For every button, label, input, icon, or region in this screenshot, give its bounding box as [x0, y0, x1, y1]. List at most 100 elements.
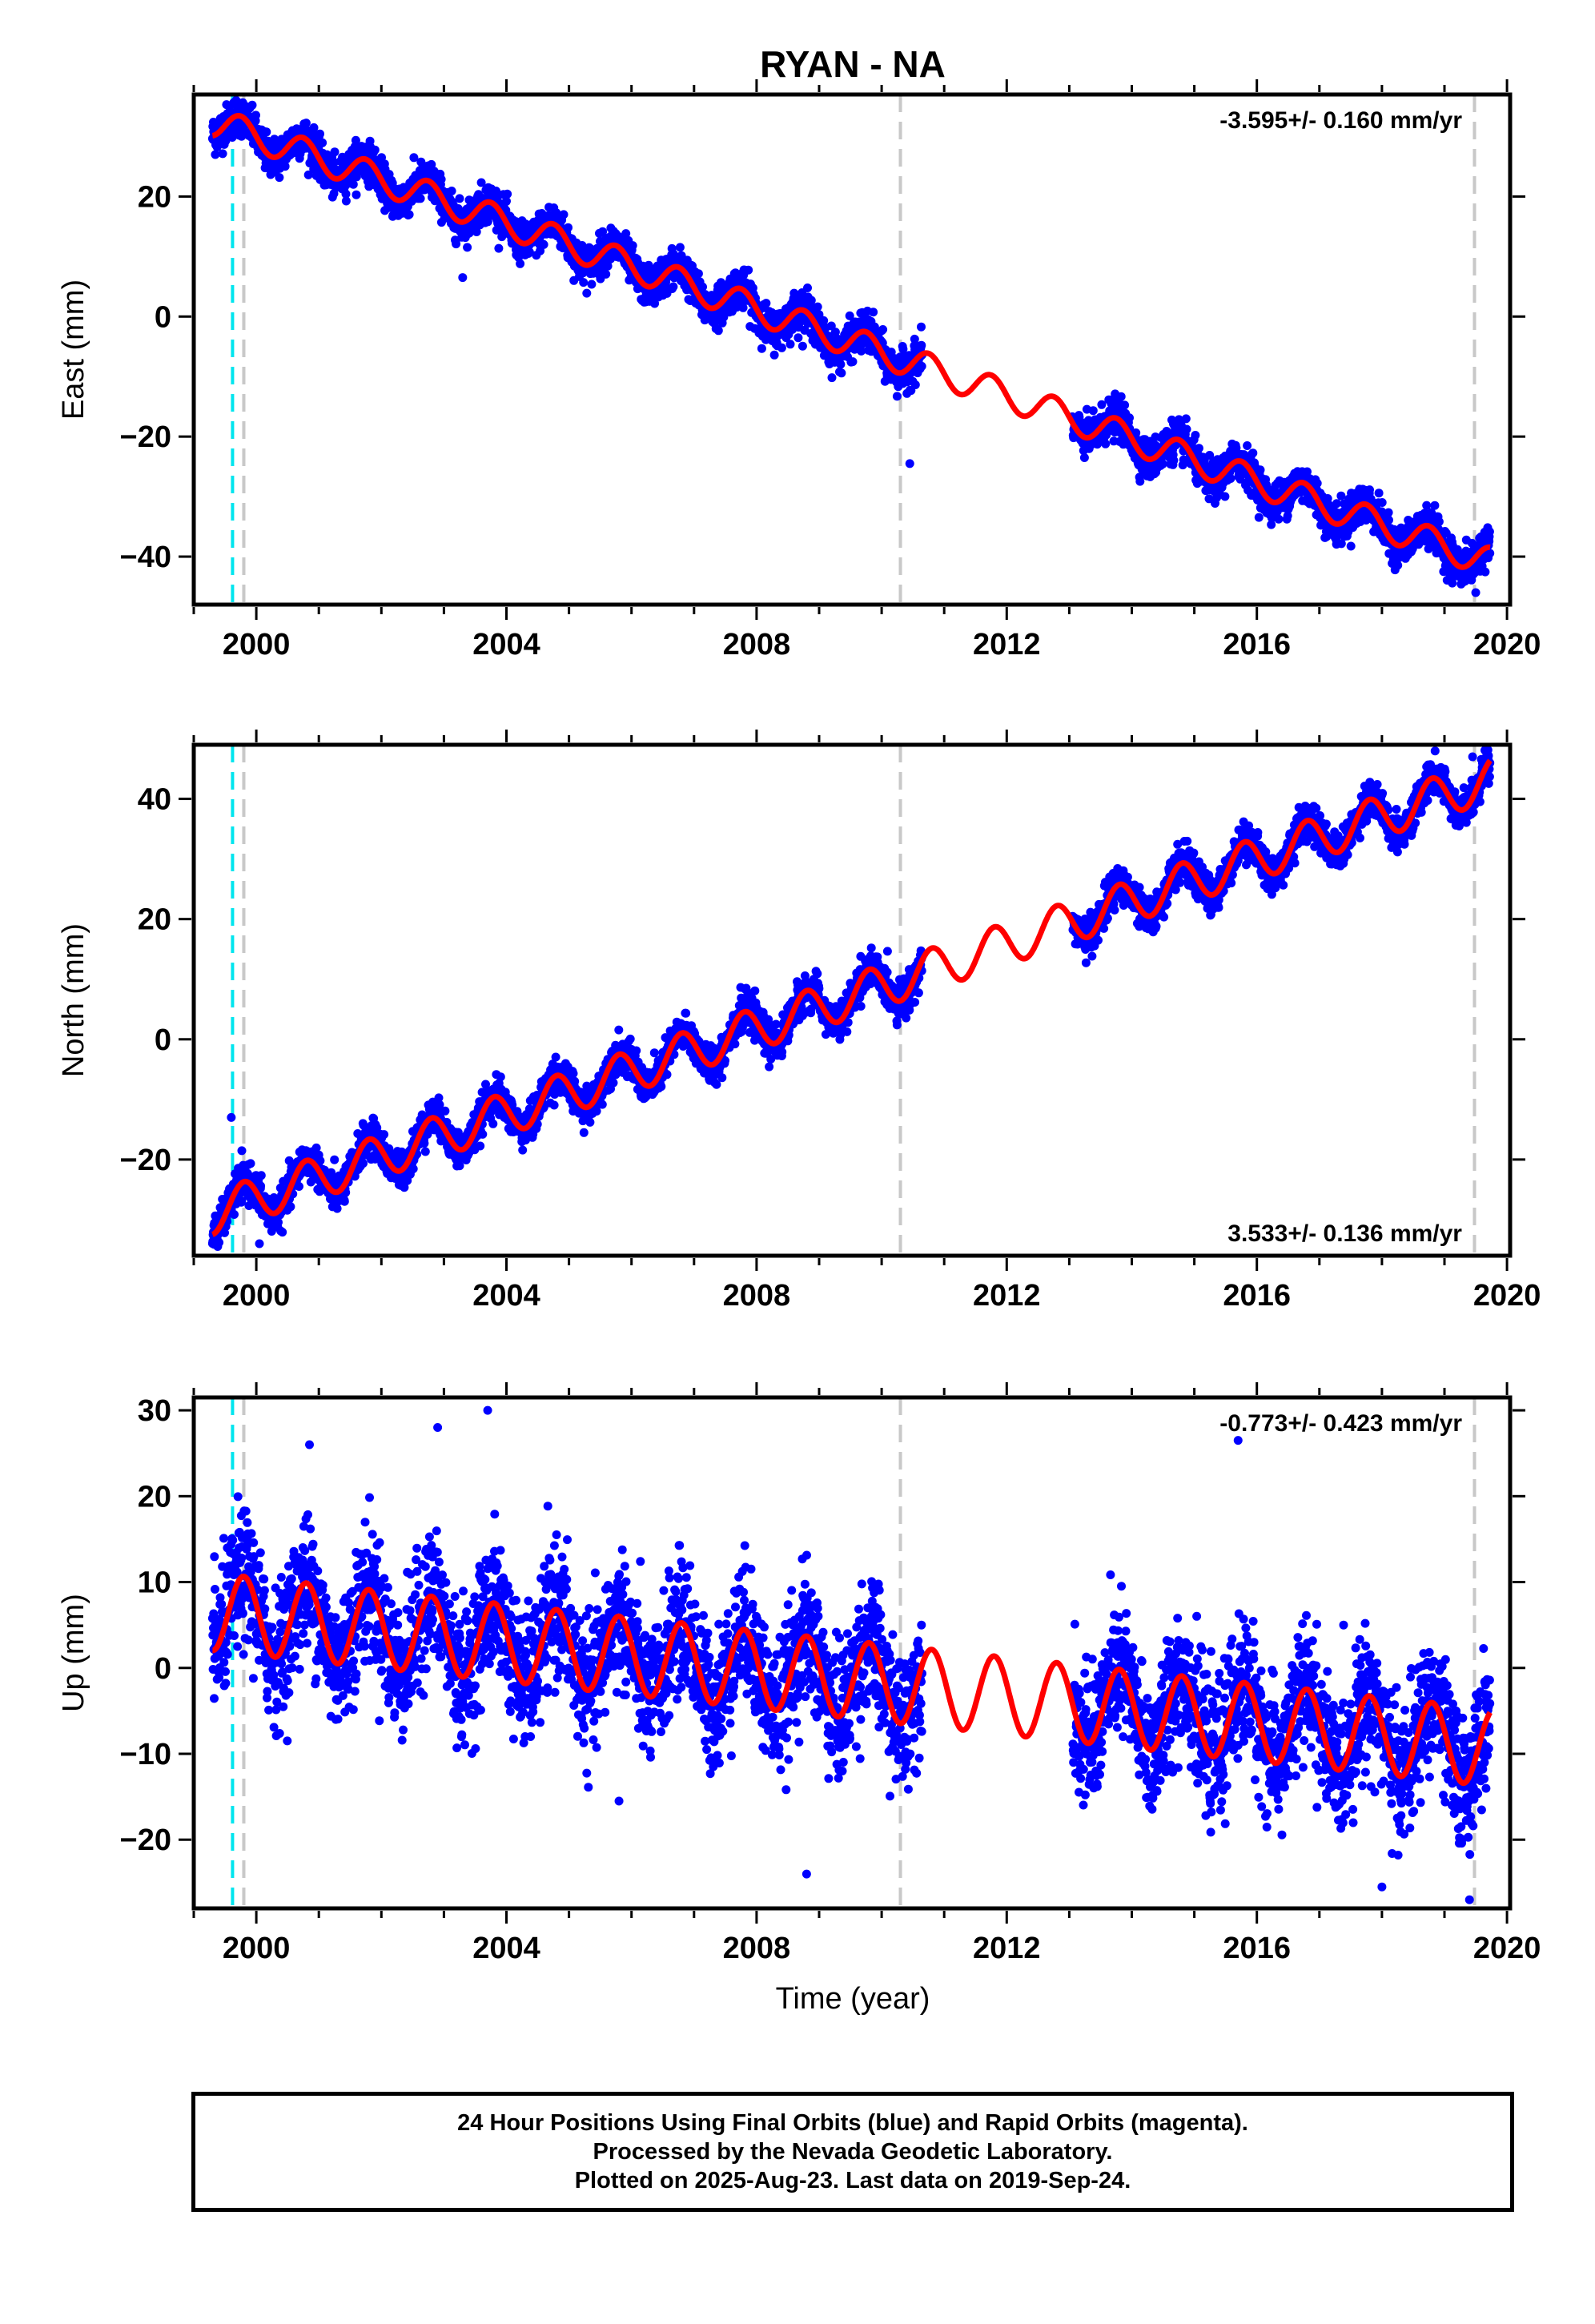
- data-point: [1434, 517, 1444, 526]
- data-point: [330, 147, 339, 157]
- data-point: [215, 1238, 224, 1247]
- data-point: [351, 135, 360, 145]
- data-point: [1120, 400, 1130, 410]
- data-point: [577, 241, 587, 250]
- data-point: [286, 1202, 295, 1212]
- data-point: [472, 227, 481, 236]
- data-point: [339, 1196, 349, 1206]
- data-point: [458, 273, 468, 283]
- data-point: [301, 119, 311, 128]
- data-point: [274, 1217, 283, 1227]
- data-point: [1471, 588, 1480, 597]
- data-point: [1312, 479, 1322, 488]
- data-point: [698, 282, 707, 292]
- x-axis-title: Time (year): [776, 1982, 930, 2016]
- data-point: [1191, 431, 1200, 440]
- data-point: [516, 259, 525, 268]
- data-point: [587, 279, 597, 289]
- data-point: [427, 159, 436, 169]
- data-point: [359, 1159, 368, 1168]
- x-tick-label: 2020: [1473, 628, 1541, 661]
- x-tick-label: 2000: [223, 628, 291, 661]
- data-point: [1377, 498, 1387, 507]
- data-point: [452, 239, 461, 249]
- data-point: [601, 269, 611, 279]
- data-point: [1116, 392, 1126, 401]
- data-point: [278, 1228, 287, 1237]
- data-point: [1182, 424, 1191, 434]
- data-point: [463, 243, 472, 252]
- data-point: [827, 373, 837, 383]
- data-point: [878, 325, 888, 334]
- data-point: [559, 210, 568, 219]
- data-point: [1097, 400, 1107, 409]
- data-point: [1393, 561, 1403, 570]
- data-point: [1346, 541, 1356, 551]
- data-point: [582, 288, 592, 298]
- data-point: [1101, 439, 1111, 448]
- data-point: [315, 129, 324, 139]
- data-point: [341, 196, 351, 206]
- data-point: [1079, 453, 1089, 462]
- data-point: [211, 150, 220, 159]
- data-point: [251, 111, 260, 120]
- data-point: [262, 127, 271, 137]
- y-tick-label: 20: [138, 180, 171, 214]
- data-point: [837, 368, 846, 378]
- data-point: [869, 308, 878, 317]
- data-point: [280, 162, 290, 171]
- data-point: [917, 361, 926, 371]
- data-point: [836, 360, 846, 369]
- data-point: [348, 179, 358, 189]
- data-point: [1088, 406, 1098, 416]
- data-point: [341, 189, 351, 199]
- data-point: [675, 243, 685, 252]
- data-point: [910, 380, 920, 389]
- data-point: [628, 241, 637, 251]
- data-point: [1158, 459, 1167, 468]
- data-point: [1485, 527, 1494, 537]
- data-point: [650, 299, 660, 308]
- data-point: [1336, 491, 1346, 501]
- data-point: [905, 459, 914, 468]
- data-point: [476, 178, 486, 187]
- data-point: [1256, 465, 1265, 475]
- data-point: [330, 1155, 339, 1164]
- data-point: [777, 343, 786, 352]
- data-point: [744, 265, 753, 275]
- x-tick-label: 2016: [1223, 628, 1291, 661]
- data-point: [785, 340, 795, 349]
- data-point: [539, 239, 548, 249]
- data-point: [447, 187, 456, 195]
- data-point: [247, 100, 257, 110]
- data-point: [352, 190, 361, 199]
- data-point: [761, 299, 771, 308]
- data-point: [1374, 489, 1384, 498]
- data-point: [383, 203, 392, 213]
- data-point: [502, 196, 511, 206]
- data-point: [380, 1130, 389, 1140]
- data-point: [757, 344, 766, 353]
- data-point: [917, 340, 926, 350]
- data-point: [295, 1182, 303, 1191]
- data-point: [598, 227, 608, 236]
- y-axis-label: East (mm): [57, 279, 90, 420]
- data-point: [1220, 492, 1230, 501]
- data-point: [892, 392, 902, 401]
- x-tick-label: 2004: [472, 628, 540, 661]
- data-point: [1274, 514, 1284, 524]
- data-point: [329, 189, 339, 199]
- data-point: [318, 138, 327, 147]
- x-tick-label: 2012: [973, 628, 1041, 661]
- data-point: [218, 149, 227, 159]
- data-point: [332, 1204, 342, 1213]
- data-point: [1384, 515, 1393, 525]
- data-point: [1181, 414, 1191, 424]
- data-point: [1480, 567, 1490, 577]
- data-points: [207, 95, 1495, 597]
- data-point: [408, 1164, 418, 1173]
- data-point: [230, 1210, 239, 1219]
